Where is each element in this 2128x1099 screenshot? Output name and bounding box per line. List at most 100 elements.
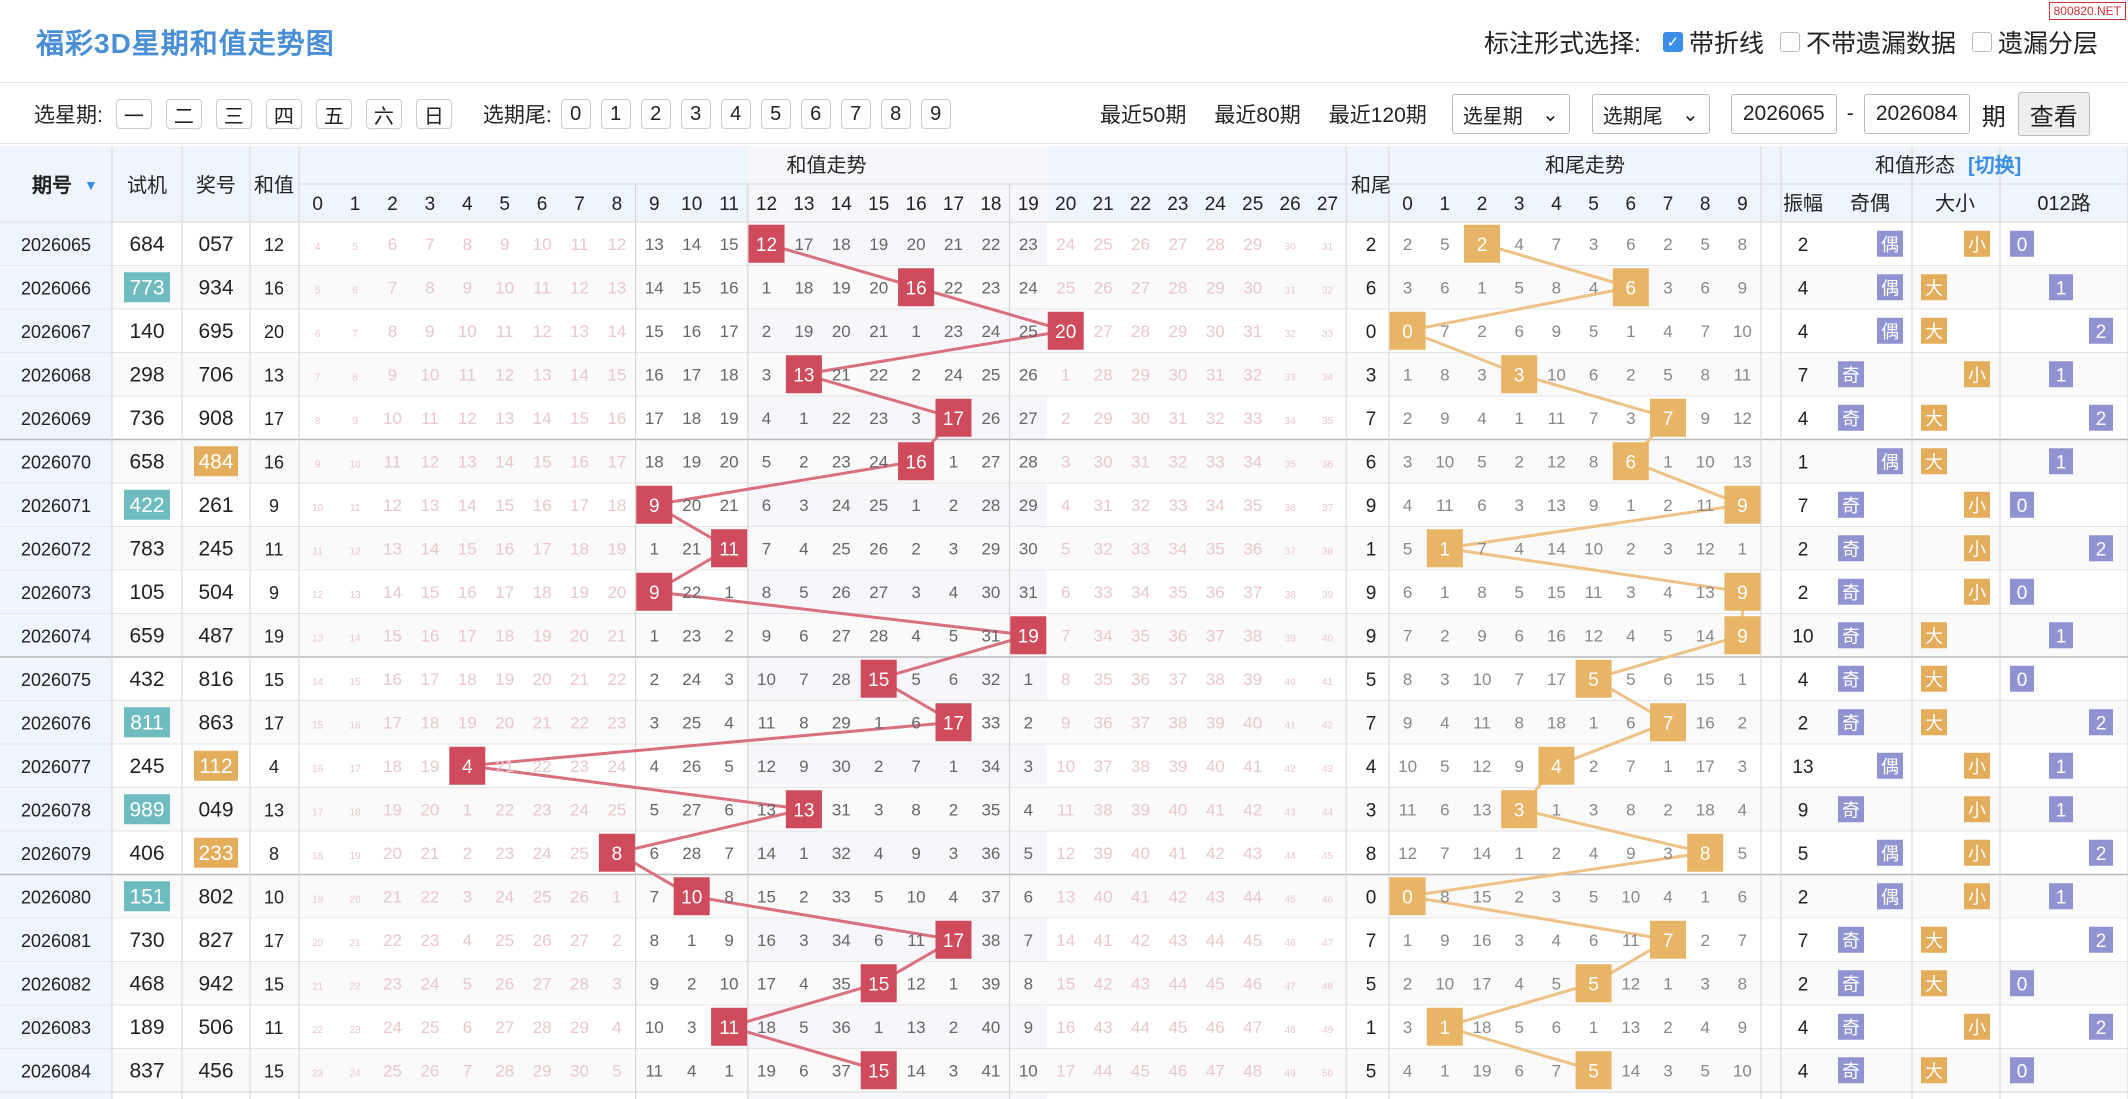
draw-cell: 504 [198,581,233,604]
odd-even-label: 奇 [1842,539,1860,559]
sum-missing-value: 20 [832,322,851,341]
period-cell: 2026065 [21,235,91,255]
odd-even-label: 奇 [1842,1018,1860,1038]
draw-cell: 802 [198,885,233,908]
sum-missing-value: 4 [687,1061,696,1080]
sum-missing-value: 46 [1206,1018,1225,1037]
sum-missing-value: 24 [981,322,1000,341]
sum-missing-value: 38 [1322,546,1334,557]
tail-chip[interactable]: 6 [800,99,831,129]
sum-missing-value: 47 [1285,981,1297,992]
tail-chip[interactable]: 4 [720,99,751,129]
route-label: 2 [2096,713,2107,734]
recent-120-link[interactable]: 最近120期 [1328,104,1427,127]
tail-missing-value: 10 [1398,757,1417,776]
tail-chip[interactable]: 0 [560,99,591,129]
sum-missing-value: 32 [1206,409,1225,428]
tail-chip[interactable]: 8 [880,99,911,129]
switch-link[interactable]: [切换] [1968,153,2021,177]
tail-ball [1650,398,1686,437]
tail-chip[interactable]: 9 [920,99,951,129]
weekday-chip[interactable]: 四 [265,99,302,129]
query-button[interactable]: 查看 [2017,92,2090,136]
tail-filter-label: 选期尾: [482,104,552,127]
sum-missing-value: 16 [682,322,701,341]
tail-missing-value: 9 [1738,1018,1747,1037]
tail-missing-value: 4 [1589,278,1598,297]
tail-chip[interactable]: 1 [600,99,631,129]
tail-missing-value: 2 [1700,931,1709,950]
period-cell: 2026068 [21,365,91,385]
sum-missing-value: 39 [1094,844,1113,863]
checkbox-checked-icon[interactable]: ✓ [1662,32,1683,52]
sum-missing-value: 28 [1131,322,1150,341]
sum-missing-value: 31 [1206,365,1225,384]
tail-chip[interactable]: 5 [760,99,791,129]
sum-missing-value: 1 [949,452,958,471]
sum-missing-value: 7 [463,1061,472,1080]
tail-chip[interactable]: 2 [640,99,671,129]
end-period-input[interactable]: 2026084 [1863,94,1970,134]
checkbox-icon[interactable] [1779,32,1800,52]
checkbox-icon[interactable] [1971,32,1992,52]
sum-missing-value: 4 [762,409,771,428]
sum-missing-value: 15 [570,409,589,428]
big-small-label: 大 [1925,452,1943,472]
trial-cell: 468 [129,972,164,995]
big-small-badge [1921,622,1947,649]
sum-missing-value: 33 [1206,452,1225,471]
sum-axis-label: 10 [681,194,702,215]
sum-missing-value: 11 [350,503,361,514]
sum-missing-value: 38 [1243,626,1262,645]
option-missing-layer[interactable]: 遗漏分层 [1971,24,2098,60]
tail-missing-value: 3 [1440,670,1449,689]
tail-chip[interactable]: 7 [840,99,871,129]
trial-cell: 140 [129,320,164,343]
tail-select[interactable]: 选期尾 ⌄ [1591,94,1710,134]
sum-missing-value: 45 [1206,974,1225,993]
sum-missing-value: 12 [1056,844,1075,863]
sum-missing-value: 39 [981,974,1000,993]
weekday-chip[interactable]: 日 [415,99,452,129]
sum-missing-value: 1 [762,278,771,297]
weekday-chip[interactable]: 一 [115,99,152,129]
sum-missing-value: 2 [949,800,958,819]
sum-missing-value: 38 [1168,713,1187,732]
sum-missing-value: 43 [1322,764,1334,775]
tail-chip[interactable]: 3 [680,99,711,129]
sum-missing-value: 14 [383,583,402,602]
tail-missing-value: 16 [1473,931,1492,950]
big-small-label: 小 [1968,365,1986,385]
sum-missing-value: 28 [1019,452,1038,471]
sum-missing-value: 3 [911,583,920,602]
weekday-chip[interactable]: 三 [215,99,252,129]
sum-missing-value: 1 [650,626,659,645]
weekday-select[interactable]: 选星期 ⌄ [1451,94,1570,134]
sum-missing-value: 34 [1206,496,1225,515]
weekday-chip[interactable]: 五 [315,99,352,129]
option-polyline[interactable]: ✓ 带折线 [1662,24,1764,60]
recent-50-link[interactable]: 最近50期 [1100,104,1187,127]
tail-missing-value: 6 [1738,887,1747,906]
sum-axis-label: 23 [1167,194,1188,215]
sum-missing-value: 25 [869,496,888,515]
sum-ball [860,1051,897,1090]
sum-missing-value: 18 [832,235,851,254]
sum-missing-value: 13 [570,322,589,341]
tail-missing-value: 12 [1733,409,1752,428]
sum-missing-value: 43 [1168,931,1187,950]
route-label: 2 [2096,322,2107,343]
sum-missing-value: 22 [383,931,402,950]
option-no-missing[interactable]: 不带遗漏数据 [1779,24,1956,60]
weekday-chip[interactable]: 六 [365,99,402,129]
amp-cell: 7 [1798,931,1809,952]
sum-ball [935,920,972,959]
sum-ball [860,964,897,1003]
sort-down-icon[interactable]: ▼ [84,177,98,193]
sum-missing-value: 27 [1019,409,1038,428]
tail-missing-value: 6 [1552,1018,1561,1037]
recent-80-link[interactable]: 最近80期 [1214,104,1301,127]
period-header[interactable]: 期号 [32,174,72,197]
weekday-chip[interactable]: 二 [165,99,202,129]
start-period-input[interactable]: 2026065 [1730,94,1837,134]
